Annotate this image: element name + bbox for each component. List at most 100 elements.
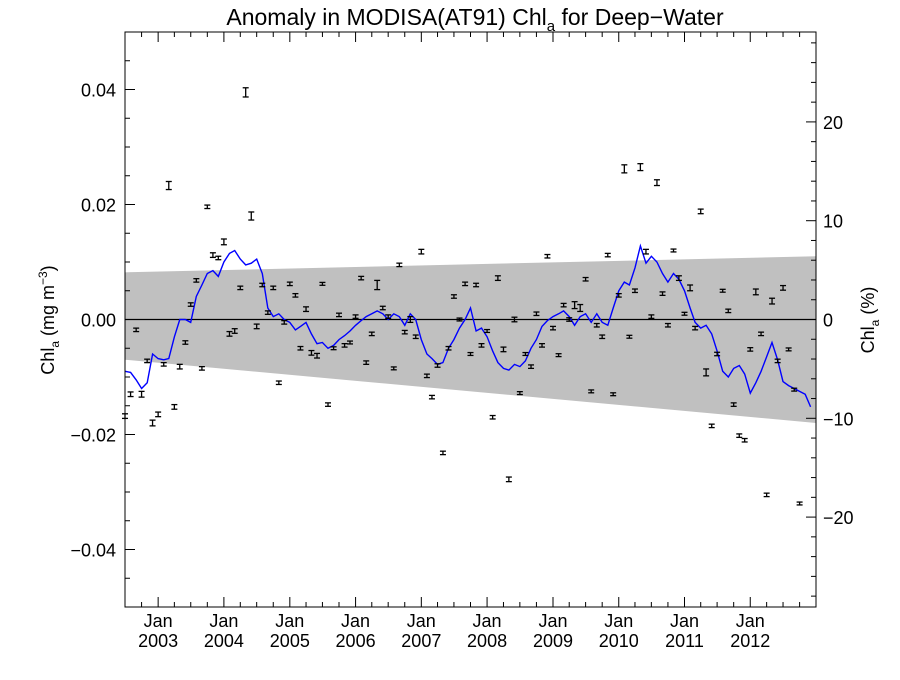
data-point xyxy=(215,255,222,261)
data-point xyxy=(599,334,606,340)
data-point xyxy=(385,314,392,320)
y-left-tick-label: 0.02 xyxy=(81,196,116,216)
confidence-band-layer xyxy=(125,256,816,423)
x-tick-month-label: Jan xyxy=(670,611,699,631)
data-point xyxy=(489,414,496,420)
x-tick-month-label: Jan xyxy=(538,611,567,631)
data-point xyxy=(176,363,183,370)
data-point xyxy=(730,402,737,407)
data-point xyxy=(522,351,529,357)
data-point xyxy=(697,208,704,215)
data-point xyxy=(187,302,194,307)
data-point xyxy=(593,322,600,328)
data-point xyxy=(439,450,446,456)
data-point xyxy=(390,366,397,371)
data-point xyxy=(560,302,567,308)
data-point xyxy=(182,340,189,345)
data-point xyxy=(368,331,375,337)
data-point xyxy=(352,314,359,320)
data-point xyxy=(248,211,255,221)
data-point xyxy=(297,345,304,351)
data-point xyxy=(171,403,178,410)
x-tick-month-label: Jan xyxy=(473,611,502,631)
data-point xyxy=(127,391,134,398)
data-point xyxy=(270,285,277,291)
data-point xyxy=(758,331,765,337)
data-point xyxy=(648,314,655,320)
data-point xyxy=(708,423,715,429)
data-point xyxy=(308,349,315,356)
data-point xyxy=(144,358,151,364)
data-point xyxy=(412,334,419,340)
data-point xyxy=(237,285,244,291)
data-point xyxy=(500,346,507,353)
x-tick-year-label: 2005 xyxy=(270,631,310,651)
y-left-tick-label: −0.04 xyxy=(70,541,116,561)
data-point xyxy=(687,284,694,292)
data-point xyxy=(484,328,491,334)
data-point xyxy=(631,288,638,294)
data-point xyxy=(423,373,430,379)
data-point xyxy=(374,279,381,291)
data-point xyxy=(396,262,403,268)
y-right-tick-label: 20 xyxy=(823,113,843,133)
data-point xyxy=(604,252,611,258)
x-tick-year-label: 2012 xyxy=(730,631,770,651)
x-tick-month-label: Jan xyxy=(275,611,304,631)
data-point xyxy=(281,319,288,325)
data-point xyxy=(434,363,441,368)
axes-layer: 0.040.020.00−0.02−0.0420100−10−20Jan2003… xyxy=(70,31,854,651)
data-points-layer xyxy=(122,87,803,506)
data-point xyxy=(681,311,688,316)
x-tick-month-label: Jan xyxy=(341,611,370,631)
data-point xyxy=(155,411,162,418)
data-point xyxy=(428,394,435,400)
data-point xyxy=(769,297,776,305)
y-right-tick-label: 0 xyxy=(823,311,833,331)
data-point xyxy=(555,353,562,358)
data-point xyxy=(670,248,677,253)
data-point xyxy=(165,180,172,191)
data-point xyxy=(473,282,480,288)
data-point xyxy=(462,281,469,287)
data-point xyxy=(571,301,578,310)
x-tick-year-label: 2009 xyxy=(533,631,573,651)
data-point xyxy=(796,501,803,506)
x-tick-month-label: Jan xyxy=(604,611,633,631)
data-point xyxy=(363,360,370,366)
y-axis-right-label: Chla (%) xyxy=(858,287,882,354)
data-point xyxy=(752,288,759,296)
y-left-tick-label: −0.02 xyxy=(70,426,116,446)
data-point xyxy=(401,329,408,335)
data-point xyxy=(725,308,732,314)
data-point xyxy=(456,317,463,322)
data-point xyxy=(138,390,145,398)
y-axis-left-label: Chla (mg m−3) xyxy=(36,265,62,374)
y-right-tick-label: 10 xyxy=(823,212,843,232)
data-point xyxy=(275,380,282,386)
data-point xyxy=(494,275,501,282)
data-point xyxy=(220,238,227,246)
data-point xyxy=(303,306,310,313)
y-left-tick-label: 0.04 xyxy=(81,81,116,101)
data-point xyxy=(675,275,682,282)
data-point xyxy=(626,334,633,339)
data-point xyxy=(511,316,518,323)
data-point xyxy=(264,310,271,315)
data-point xyxy=(341,342,348,348)
data-point xyxy=(467,351,474,357)
data-point xyxy=(615,292,622,298)
data-point xyxy=(259,282,266,288)
data-point xyxy=(577,303,584,313)
data-point xyxy=(774,358,781,364)
x-tick-year-label: 2006 xyxy=(336,631,376,651)
data-point xyxy=(198,365,205,371)
data-point xyxy=(642,248,649,255)
data-point xyxy=(160,361,167,367)
chart-title: Anomaly in MODISA(AT91) Chla for Deep−Wa… xyxy=(226,4,724,35)
data-point xyxy=(659,291,666,297)
data-point xyxy=(209,252,216,259)
data-point xyxy=(133,327,140,333)
data-point xyxy=(780,284,787,291)
